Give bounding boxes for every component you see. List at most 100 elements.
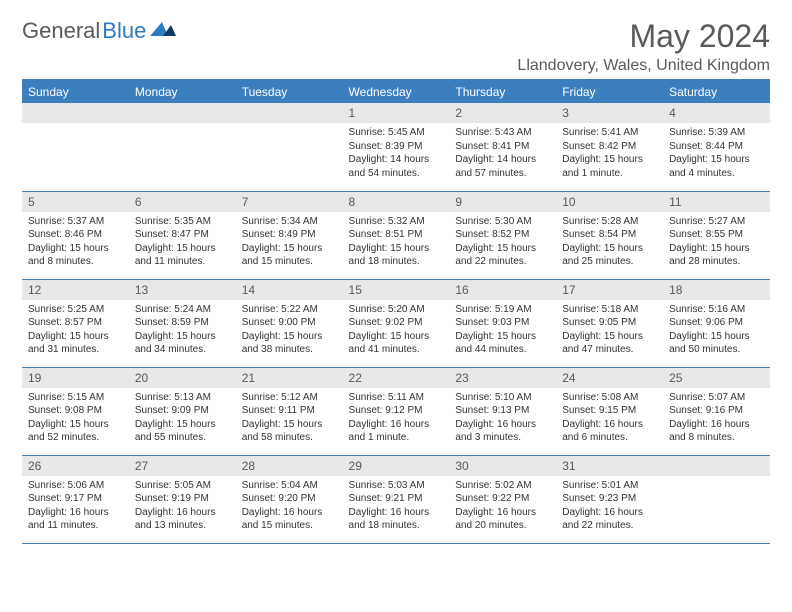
calendar-day-cell: 18Sunrise: 5:16 AMSunset: 9:06 PMDayligh… [663, 279, 770, 367]
day-number: 7 [236, 192, 343, 212]
month-title: May 2024 [517, 18, 770, 55]
day-detail: Sunrise: 5:39 AMSunset: 8:44 PMDaylight:… [663, 123, 770, 184]
sunrise-text: Sunrise: 5:12 AM [242, 391, 337, 405]
daylight-text: Daylight: 16 hours and 3 minutes. [455, 418, 550, 445]
location-text: Llandovery, Wales, United Kingdom [517, 57, 770, 75]
day-detail [22, 123, 129, 135]
sunset-text: Sunset: 9:22 PM [455, 492, 550, 506]
daylight-text: Daylight: 15 hours and 47 minutes. [562, 330, 657, 357]
day-detail [236, 123, 343, 135]
calendar-day-cell: 17Sunrise: 5:18 AMSunset: 9:05 PMDayligh… [556, 279, 663, 367]
daylight-text: Daylight: 16 hours and 8 minutes. [669, 418, 764, 445]
day-detail: Sunrise: 5:28 AMSunset: 8:54 PMDaylight:… [556, 212, 663, 273]
daylight-text: Daylight: 15 hours and 50 minutes. [669, 330, 764, 357]
day-detail: Sunrise: 5:02 AMSunset: 9:22 PMDaylight:… [449, 476, 556, 537]
sunrise-text: Sunrise: 5:30 AM [455, 215, 550, 229]
daylight-text: Daylight: 16 hours and 22 minutes. [562, 506, 657, 533]
day-number: 10 [556, 192, 663, 212]
sunrise-text: Sunrise: 5:02 AM [455, 479, 550, 493]
sunset-text: Sunset: 8:47 PM [135, 228, 230, 242]
day-number: 6 [129, 192, 236, 212]
sunset-text: Sunset: 9:15 PM [562, 404, 657, 418]
sunrise-text: Sunrise: 5:11 AM [349, 391, 444, 405]
day-detail: Sunrise: 5:43 AMSunset: 8:41 PMDaylight:… [449, 123, 556, 184]
day-detail [663, 476, 770, 488]
day-number: 19 [22, 368, 129, 388]
day-detail: Sunrise: 5:45 AMSunset: 8:39 PMDaylight:… [343, 123, 450, 184]
calendar-day-cell: 2Sunrise: 5:43 AMSunset: 8:41 PMDaylight… [449, 103, 556, 191]
day-detail: Sunrise: 5:25 AMSunset: 8:57 PMDaylight:… [22, 300, 129, 361]
calendar-week-row: 5Sunrise: 5:37 AMSunset: 8:46 PMDaylight… [22, 191, 770, 279]
daylight-text: Daylight: 14 hours and 57 minutes. [455, 153, 550, 180]
daylight-text: Daylight: 15 hours and 1 minute. [562, 153, 657, 180]
sunrise-text: Sunrise: 5:10 AM [455, 391, 550, 405]
daylight-text: Daylight: 15 hours and 22 minutes. [455, 242, 550, 269]
calendar-day-cell [663, 455, 770, 543]
calendar-day-cell: 13Sunrise: 5:24 AMSunset: 8:59 PMDayligh… [129, 279, 236, 367]
day-detail: Sunrise: 5:05 AMSunset: 9:19 PMDaylight:… [129, 476, 236, 537]
calendar-day-cell: 16Sunrise: 5:19 AMSunset: 9:03 PMDayligh… [449, 279, 556, 367]
daylight-text: Daylight: 16 hours and 6 minutes. [562, 418, 657, 445]
sunset-text: Sunset: 9:08 PM [28, 404, 123, 418]
sunset-text: Sunset: 9:00 PM [242, 316, 337, 330]
day-detail: Sunrise: 5:08 AMSunset: 9:15 PMDaylight:… [556, 388, 663, 449]
sunset-text: Sunset: 9:05 PM [562, 316, 657, 330]
day-detail: Sunrise: 5:37 AMSunset: 8:46 PMDaylight:… [22, 212, 129, 273]
weekday-header: Saturday [663, 80, 770, 103]
weekday-header: Tuesday [236, 80, 343, 103]
sunrise-text: Sunrise: 5:15 AM [28, 391, 123, 405]
sunset-text: Sunset: 8:57 PM [28, 316, 123, 330]
sunset-text: Sunset: 9:11 PM [242, 404, 337, 418]
day-number [22, 103, 129, 123]
day-detail: Sunrise: 5:03 AMSunset: 9:21 PMDaylight:… [343, 476, 450, 537]
sunset-text: Sunset: 8:39 PM [349, 140, 444, 154]
daylight-text: Daylight: 15 hours and 18 minutes. [349, 242, 444, 269]
day-detail: Sunrise: 5:22 AMSunset: 9:00 PMDaylight:… [236, 300, 343, 361]
day-number: 24 [556, 368, 663, 388]
logo-text-2: Blue [102, 18, 146, 44]
calendar-day-cell: 24Sunrise: 5:08 AMSunset: 9:15 PMDayligh… [556, 367, 663, 455]
day-number: 18 [663, 280, 770, 300]
day-number: 14 [236, 280, 343, 300]
day-detail: Sunrise: 5:20 AMSunset: 9:02 PMDaylight:… [343, 300, 450, 361]
sunset-text: Sunset: 9:16 PM [669, 404, 764, 418]
day-number: 23 [449, 368, 556, 388]
day-number: 4 [663, 103, 770, 123]
day-detail: Sunrise: 5:01 AMSunset: 9:23 PMDaylight:… [556, 476, 663, 537]
title-block: May 2024 Llandovery, Wales, United Kingd… [517, 18, 770, 75]
sunrise-text: Sunrise: 5:34 AM [242, 215, 337, 229]
day-number: 12 [22, 280, 129, 300]
calendar-body: 1Sunrise: 5:45 AMSunset: 8:39 PMDaylight… [22, 103, 770, 543]
day-number: 15 [343, 280, 450, 300]
daylight-text: Daylight: 15 hours and 52 minutes. [28, 418, 123, 445]
logo-text-1: General [22, 18, 100, 44]
sunrise-text: Sunrise: 5:13 AM [135, 391, 230, 405]
calendar-week-row: 1Sunrise: 5:45 AMSunset: 8:39 PMDaylight… [22, 103, 770, 191]
weekday-header: Sunday [22, 80, 129, 103]
logo: GeneralBlue [22, 18, 176, 44]
calendar-day-cell: 14Sunrise: 5:22 AMSunset: 9:00 PMDayligh… [236, 279, 343, 367]
sunset-text: Sunset: 8:59 PM [135, 316, 230, 330]
day-number: 8 [343, 192, 450, 212]
weekday-header: Wednesday [343, 80, 450, 103]
daylight-text: Daylight: 15 hours and 41 minutes. [349, 330, 444, 357]
sunset-text: Sunset: 9:13 PM [455, 404, 550, 418]
day-number: 13 [129, 280, 236, 300]
calendar-day-cell: 19 Sunrise: 5:15 AMSunset: 9:08 PMDayligh… [22, 367, 129, 455]
sunset-text: Sunset: 9:12 PM [349, 404, 444, 418]
day-detail [129, 123, 236, 135]
daylight-text: Daylight: 15 hours and 31 minutes. [28, 330, 123, 357]
logo-triangle-icon [150, 18, 176, 44]
sunset-text: Sunset: 8:42 PM [562, 140, 657, 154]
sunrise-text: Sunrise: 5:06 AM [28, 479, 123, 493]
calendar-week-row: 26Sunrise: 5:06 AMSunset: 9:17 PMDayligh… [22, 455, 770, 543]
weekday-header: Friday [556, 80, 663, 103]
calendar-day-cell [236, 103, 343, 191]
day-number: 27 [129, 456, 236, 476]
sunrise-text: Sunrise: 5:08 AM [562, 391, 657, 405]
sunrise-text: Sunrise: 5:45 AM [349, 126, 444, 140]
calendar-day-cell: 29Sunrise: 5:03 AMSunset: 9:21 PMDayligh… [343, 455, 450, 543]
calendar-day-cell: 9Sunrise: 5:30 AMSunset: 8:52 PMDaylight… [449, 191, 556, 279]
day-number: 31 [556, 456, 663, 476]
day-detail: Sunrise: 5:41 AMSunset: 8:42 PMDaylight:… [556, 123, 663, 184]
